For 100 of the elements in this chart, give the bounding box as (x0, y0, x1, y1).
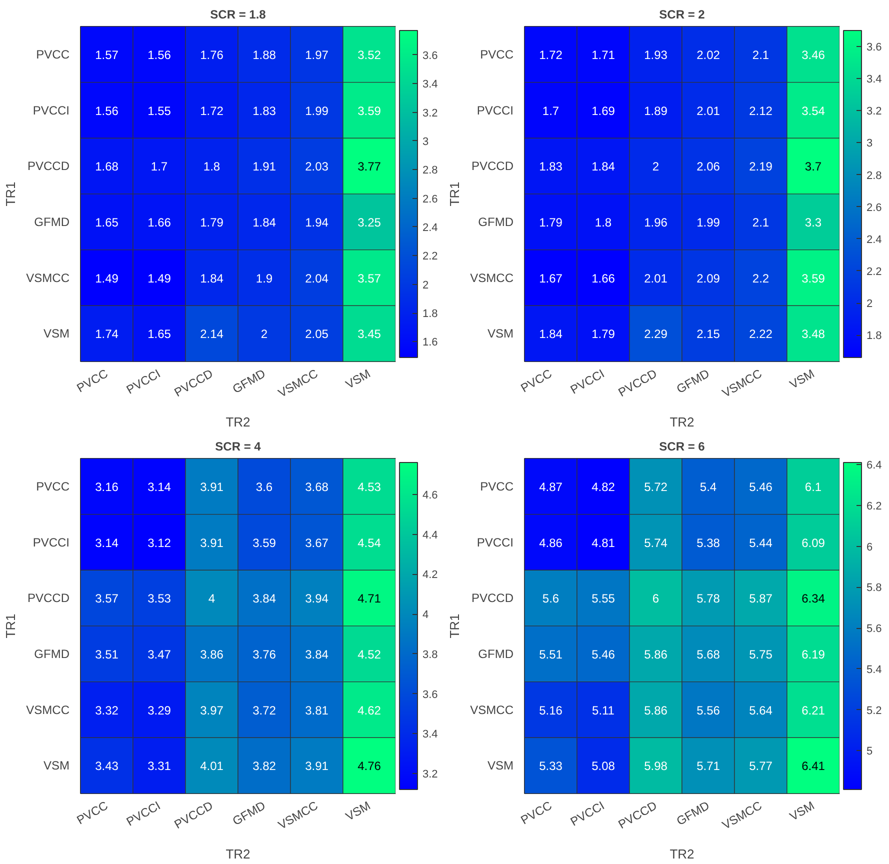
color-bar-label: 4.4 (422, 529, 438, 542)
color-bar-label: 6.4 (866, 460, 882, 472)
y-tick-label: VSMCC (26, 702, 70, 717)
data-label: 5.51 (539, 647, 563, 662)
data-label: 3.12 (148, 536, 172, 550)
y-tick-label: PVCC (36, 47, 70, 62)
data-label: 1.8 (203, 160, 220, 174)
data-label: 1.57 (95, 48, 119, 62)
y-tick-label: VSMCC (470, 702, 514, 717)
x-axis-title: TR2 (226, 414, 250, 430)
color-bar-label: 1.8 (866, 330, 882, 342)
y-tick-label: GFMD (34, 214, 70, 229)
y-tick-label: VSMCC (26, 270, 70, 285)
color-bar-label: 3.4 (422, 78, 438, 91)
data-label: 4.87 (539, 480, 563, 494)
data-label: 1.65 (95, 215, 119, 230)
data-label: 5.75 (749, 647, 773, 662)
data-label: 4.82 (592, 480, 616, 494)
data-label: 3.43 (95, 759, 119, 774)
data-label: 1.7 (542, 104, 560, 118)
data-label: 5.08 (592, 759, 616, 774)
color-bar-label: 3.2 (866, 106, 882, 118)
y-tick-label: VSM (43, 326, 70, 341)
y-tick-label: PVCCD (27, 591, 70, 606)
data-label: 1.93 (644, 48, 668, 62)
data-label: 3.29 (148, 703, 172, 718)
data-label: 5.64 (749, 703, 773, 718)
data-label: 3.25 (358, 215, 382, 230)
y-axis-title: TR1 (447, 182, 462, 206)
data-label: 3.91 (305, 759, 329, 774)
data-label: 1.74 (95, 327, 119, 342)
data-label: 1.56 (148, 48, 172, 62)
data-label: 1.8 (594, 215, 612, 230)
data-label: 1.79 (539, 215, 563, 230)
data-label: 4.86 (539, 536, 563, 550)
x-tick-label: VSM (787, 366, 817, 392)
data-label: 1.68 (95, 160, 119, 174)
y-tick-label: PVCCD (27, 159, 70, 174)
data-label: 2.19 (749, 160, 773, 174)
data-label: 5.4 (700, 480, 717, 494)
data-label: 4.52 (358, 647, 382, 662)
color-bar-label: 4.6 (422, 489, 438, 502)
data-label: 1.84 (200, 271, 224, 286)
data-label: 3.31 (148, 759, 172, 774)
y-tick-label: PVCC (36, 479, 70, 494)
data-label: 1.96 (644, 215, 668, 230)
data-label: 6.1 (804, 480, 822, 494)
data-label: 1.76 (200, 48, 224, 62)
data-label: 1.99 (696, 215, 720, 230)
data-label: 1.9 (256, 271, 273, 286)
data-label: 3.57 (358, 271, 382, 286)
color-bar-label: 2 (866, 298, 873, 310)
data-label: 5.44 (749, 536, 773, 550)
y-tick-label: PVCC (480, 47, 514, 62)
data-label: 5.98 (644, 759, 668, 774)
color-bar-label: 2.2 (866, 266, 882, 278)
color-bar-label: 3 (866, 138, 873, 150)
color-bar-label: 2.6 (422, 193, 438, 206)
data-label: 3.77 (358, 160, 382, 174)
color-bar-label: 2.4 (422, 222, 438, 234)
data-label: 2.02 (696, 48, 720, 62)
color-bar-label: 1.6 (422, 336, 438, 349)
data-label: 5.33 (539, 759, 563, 774)
chart-title: SCR = 4 (215, 440, 262, 454)
y-tick-label: GFMD (478, 214, 514, 229)
y-tick-label: GFMD (34, 646, 70, 661)
color-bar-label: 5.2 (866, 704, 882, 717)
x-axis-title: TR2 (226, 846, 250, 862)
data-label: 3.52 (358, 48, 382, 62)
data-label: 1.84 (539, 327, 563, 342)
data-label: 1.66 (592, 271, 616, 286)
data-label: 3.51 (95, 647, 119, 662)
data-label: 3.14 (148, 480, 172, 494)
data-label: 5.78 (696, 592, 720, 606)
data-label: 5.46 (749, 480, 773, 494)
y-tick-label: GFMD (478, 646, 514, 661)
data-label: 4.01 (200, 759, 224, 774)
data-label: 1.88 (252, 48, 276, 62)
data-label: 6.21 (802, 703, 826, 718)
data-label: 3.32 (95, 703, 119, 718)
data-label: 3.81 (305, 703, 329, 718)
data-label: 5.86 (644, 647, 668, 662)
x-axis-title: TR2 (670, 846, 694, 862)
x-axis-title: TR2 (670, 414, 694, 430)
data-label: 2.2 (752, 271, 770, 286)
data-label: 5.46 (592, 647, 616, 662)
data-label: 3.6 (256, 480, 273, 494)
chart-title: SCR = 6 (659, 440, 706, 454)
data-label: 3.97 (200, 703, 224, 718)
data-label: 2.01 (644, 271, 668, 286)
data-label: 2.06 (696, 160, 720, 174)
data-label: 3.94 (305, 592, 329, 606)
y-tick-label: PVCCI (476, 535, 514, 550)
y-tick-label: PVCCI (476, 103, 514, 118)
data-label: 1.84 (592, 160, 616, 174)
data-label: 2.09 (696, 271, 720, 286)
color-bar-label: 3.4 (866, 74, 882, 86)
data-label: 1.94 (305, 215, 329, 230)
y-tick-label: VSMCC (470, 270, 514, 285)
color-bar-label: 1.8 (422, 308, 438, 320)
